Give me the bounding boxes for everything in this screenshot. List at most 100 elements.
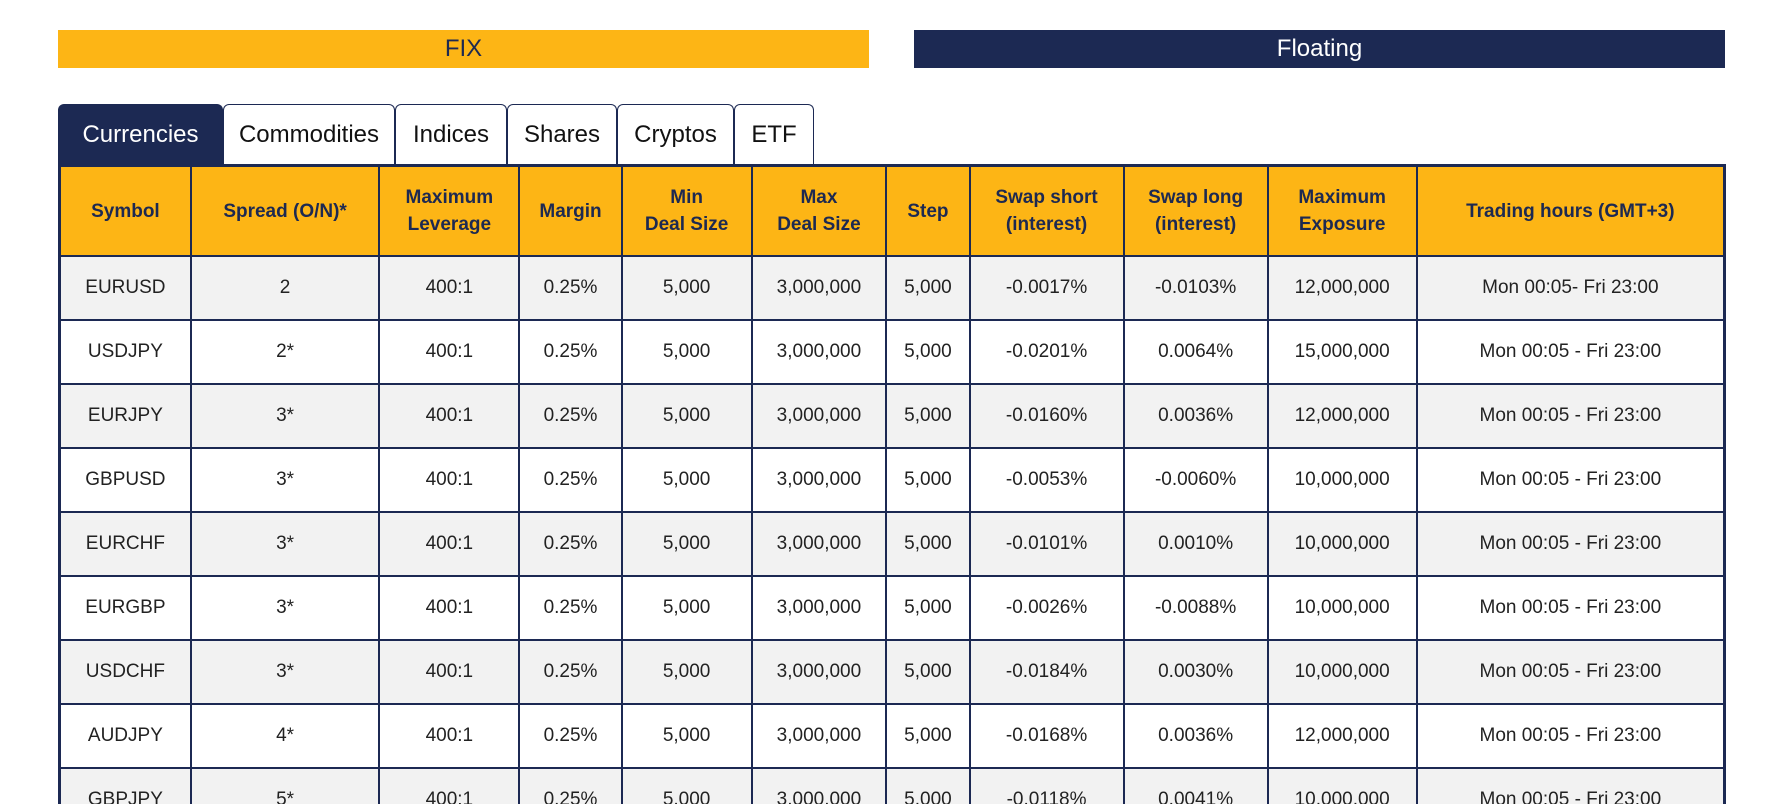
table-cell: 15,000,000 xyxy=(1266,319,1418,385)
column-header-text: Margin xyxy=(539,200,602,222)
table-cell: 400:1 xyxy=(378,319,521,385)
table-cell: 0.0064% xyxy=(1122,319,1269,385)
floating-mode-button[interactable]: Floating xyxy=(914,30,1725,68)
trading-conditions-table: Symbol Spread (O/N)* Maximum Leverage Margin… xyxy=(61,167,1723,804)
instrument-tabs: Currencies Commodities Indices Shares Crypto… xyxy=(58,104,814,165)
table-cell: 5,000 xyxy=(885,767,971,804)
table-cell: -0.0026% xyxy=(968,575,1125,641)
table-header-row: Symbol Spread (O/N)* Maximum Leverage Margin… xyxy=(61,167,1723,257)
table-cell: -0.0184% xyxy=(968,639,1125,705)
tab-commodities[interactable]: Commodities xyxy=(223,104,395,165)
symbol-cell: GBPJPY xyxy=(61,767,192,804)
column-header-text: (interest) xyxy=(1005,214,1088,235)
symbol-cell: EURJPY xyxy=(61,383,192,449)
table-row: EURUSD 2 400:1 0.25% 5,000 3,000,000 5,000 -0.0… xyxy=(61,255,1723,321)
table-cell: 2* xyxy=(189,319,381,385)
table-cell: 3,000,000 xyxy=(750,319,888,385)
table-cell: 5,000 xyxy=(885,703,971,769)
table-cell: 3,000,000 xyxy=(750,703,888,769)
tab-currencies[interactable]: Currencies xyxy=(58,104,223,165)
table-cell: -0.0160% xyxy=(968,383,1125,449)
table-cell: 5,000 xyxy=(620,383,753,449)
column-header-text: Trading hours (GMT+3) xyxy=(1466,200,1675,222)
table-cell: 0.0041% xyxy=(1122,767,1269,804)
table-cell: 400:1 xyxy=(378,383,521,449)
table-cell: 0.0010% xyxy=(1122,511,1269,577)
table-cell: 3* xyxy=(189,511,381,577)
table-row: GBPUSD 3* 400:1 0.25% 5,000 3,000,000 5,000 -0.… xyxy=(61,447,1723,513)
table-cell: -0.0168% xyxy=(968,703,1125,769)
column-header-text: Maximum xyxy=(405,187,494,208)
tab-cryptos[interactable]: Cryptos xyxy=(617,104,734,165)
table-cell: Mon 00:05- Fri 23:00 xyxy=(1415,255,1723,321)
table-cell: Mon 00:05 - Fri 23:00 xyxy=(1415,383,1723,449)
table-cell: 10,000,000 xyxy=(1266,767,1418,804)
column-header-text: Deal Size xyxy=(644,214,729,235)
table-cell: 0.0030% xyxy=(1122,639,1269,705)
column-header: Maximum Leverage xyxy=(378,167,521,257)
table-row: USDCHF 3* 400:1 0.25% 5,000 3,000,000 5,000 -0.… xyxy=(61,639,1723,705)
table-cell: 5* xyxy=(189,767,381,804)
column-header: Swap long (interest) xyxy=(1122,167,1269,257)
tab-indices[interactable]: Indices xyxy=(395,104,507,165)
table-row: USDJPY 2* 400:1 0.25% 5,000 3,000,000 5,000 -0.… xyxy=(61,319,1723,385)
table-cell: 0.25% xyxy=(518,639,623,705)
table-cell: 0.0036% xyxy=(1122,703,1269,769)
table-cell: 400:1 xyxy=(378,255,521,321)
column-header-text: Exposure xyxy=(1298,214,1386,235)
table-cell: 3,000,000 xyxy=(750,575,888,641)
table-cell: Mon 00:05 - Fri 23:00 xyxy=(1415,575,1723,641)
table-cell: 400:1 xyxy=(378,703,521,769)
table-cell: 3* xyxy=(189,575,381,641)
table-cell: 4* xyxy=(189,703,381,769)
table-cell: -0.0103% xyxy=(1122,255,1269,321)
table-cell: 5,000 xyxy=(620,319,753,385)
column-header-text: Leverage xyxy=(407,214,492,235)
column-header: Min Deal Size xyxy=(620,167,753,257)
column-header: Maximum Exposure xyxy=(1266,167,1418,257)
table-cell: 5,000 xyxy=(885,319,971,385)
table-cell: 3,000,000 xyxy=(750,447,888,513)
table-cell: 3,000,000 xyxy=(750,383,888,449)
table-cell: 5,000 xyxy=(620,255,753,321)
table-cell: Mon 00:05 - Fri 23:00 xyxy=(1415,703,1723,769)
table-cell: -0.0101% xyxy=(968,511,1125,577)
tab-etf[interactable]: ETF xyxy=(734,104,814,165)
table-cell: 400:1 xyxy=(378,511,521,577)
table-cell: 3,000,000 xyxy=(750,255,888,321)
table-cell: 0.25% xyxy=(518,447,623,513)
table-cell: 5,000 xyxy=(620,703,753,769)
table-cell: -0.0118% xyxy=(968,767,1125,804)
column-header-text: (interest) xyxy=(1154,214,1237,235)
table-cell: 5,000 xyxy=(620,575,753,641)
column-header-text: Swap short xyxy=(995,187,1098,208)
table-cell: 5,000 xyxy=(620,511,753,577)
column-header: Swap short (interest) xyxy=(968,167,1125,257)
table-cell: 400:1 xyxy=(378,447,521,513)
table-cell: 3,000,000 xyxy=(750,511,888,577)
table-cell: -0.0017% xyxy=(968,255,1125,321)
column-header-text: Spread (O/N)* xyxy=(223,200,347,222)
table-cell: 400:1 xyxy=(378,639,521,705)
table-cell: 5,000 xyxy=(620,447,753,513)
table-cell: 3* xyxy=(189,447,381,513)
tab-shares[interactable]: Shares xyxy=(507,104,617,165)
column-header-text: Symbol xyxy=(91,200,160,222)
symbol-cell: USDCHF xyxy=(61,639,192,705)
fix-mode-button[interactable]: FIX xyxy=(58,30,869,68)
table-cell: 400:1 xyxy=(378,575,521,641)
table-cell: -0.0088% xyxy=(1122,575,1269,641)
table-cell: 10,000,000 xyxy=(1266,575,1418,641)
table-cell: 5,000 xyxy=(620,639,753,705)
table-cell: Mon 00:05 - Fri 23:00 xyxy=(1415,447,1723,513)
table-cell: 0.25% xyxy=(518,511,623,577)
table-cell: 0.25% xyxy=(518,575,623,641)
table-cell: 5,000 xyxy=(885,383,971,449)
table-cell: Mon 00:05 - Fri 23:00 xyxy=(1415,639,1723,705)
table-cell: 0.25% xyxy=(518,255,623,321)
table-cell: 12,000,000 xyxy=(1266,255,1418,321)
table-row: AUDJPY 4* 400:1 0.25% 5,000 3,000,000 5,000 -0.… xyxy=(61,703,1723,769)
column-header: Trading hours (GMT+3) xyxy=(1415,167,1723,257)
table-cell: 3,000,000 xyxy=(750,639,888,705)
symbol-cell: GBPUSD xyxy=(61,447,192,513)
